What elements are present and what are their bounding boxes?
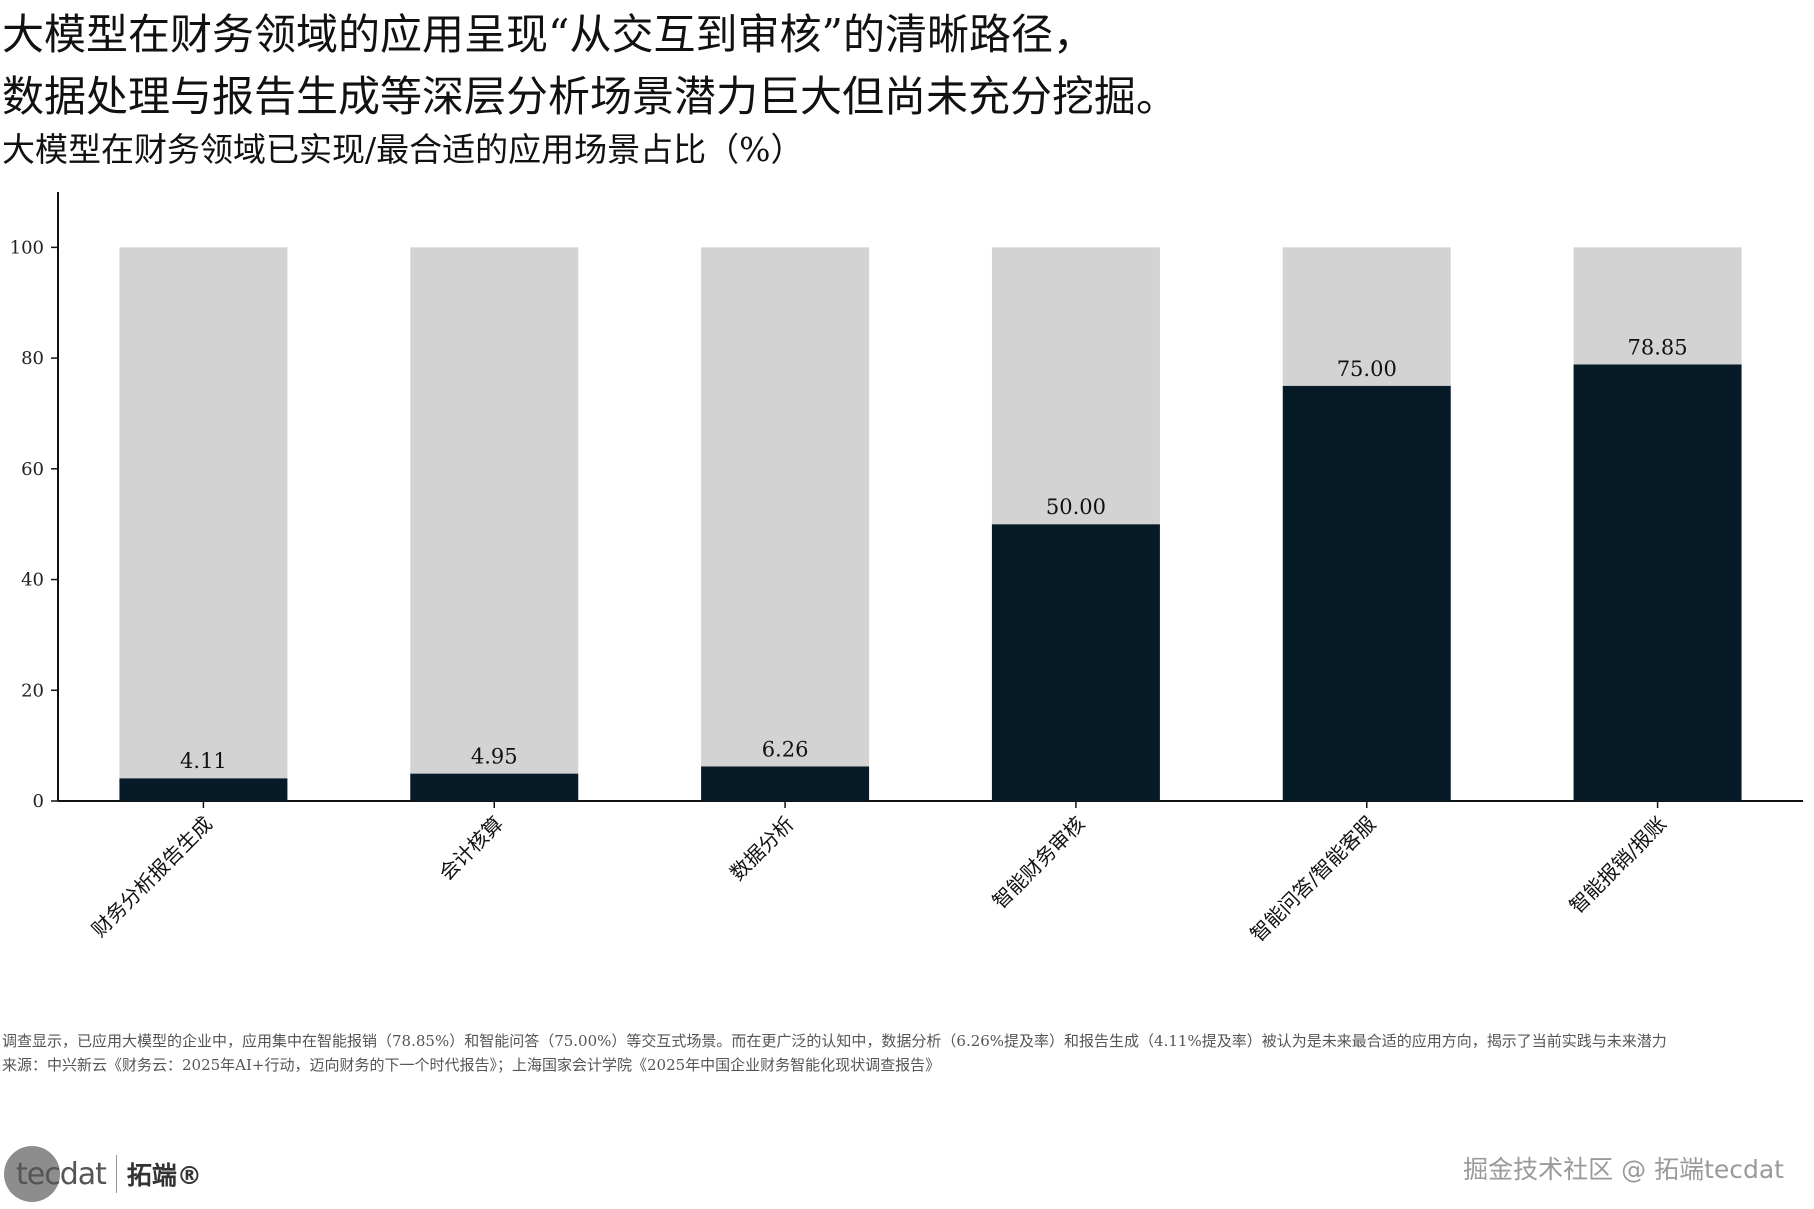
bar-achieved-segment xyxy=(410,773,579,801)
bar-achieved-segment xyxy=(119,778,288,801)
bar-value-label: 4.11 xyxy=(180,749,227,773)
bar-achieved-segment xyxy=(991,524,1160,801)
bar-achieved-segment xyxy=(1573,364,1742,801)
x-category-label: 智能报销/报账 xyxy=(1565,812,1672,919)
bar-value-label: 4.95 xyxy=(471,745,518,769)
x-category-label: 数据分析 xyxy=(725,812,799,886)
bar-value-label: 50.00 xyxy=(1046,495,1106,519)
logo-text: tecdat xyxy=(16,1156,107,1192)
y-tick-label: 40 xyxy=(21,570,44,591)
bar-remaining-segment xyxy=(1573,247,1742,365)
y-tick-label: 100 xyxy=(10,237,44,258)
bar-achieved-segment xyxy=(701,766,870,801)
x-category-label: 财务分析报告生成 xyxy=(87,812,217,942)
bar-remaining-segment xyxy=(410,247,579,774)
x-category-label: 会计核算 xyxy=(434,812,508,886)
x-category-label: 智能财务审核 xyxy=(988,812,1090,914)
footnote-source: 来源：中兴新云《财务云：2025年AI+行动，迈向财务的下一个时代报告》；上海国… xyxy=(2,1056,941,1074)
bar-remaining-segment xyxy=(119,247,288,779)
logo-divider xyxy=(115,1155,117,1193)
headline: 大模型在财务领域的应用呈现“从交互到审核”的清晰路径， 数据处理与报告生成等深层… xyxy=(2,4,1178,128)
bar-value-label: 78.85 xyxy=(1628,335,1688,359)
brand-logo: tecdat 拓端® xyxy=(4,1146,202,1202)
bar-remaining-segment xyxy=(1282,247,1451,386)
footnote-summary: 调查显示，已应用大模型的企业中，应用集中在智能报销（78.85%）和智能问答（7… xyxy=(2,1032,1667,1050)
bar-value-label: 75.00 xyxy=(1337,357,1397,381)
bar-achieved-segment xyxy=(1282,385,1451,801)
stacked-bar-chart: 0 20 40 60 80 100 4.11 财务分析报告生成 4.95 会计核算 6.26 数据分析… xyxy=(10,192,1803,947)
bar-remaining-segment xyxy=(991,247,1160,525)
logo-chinese-name: 拓端® xyxy=(126,1161,202,1190)
headline-line-1: 大模型在财务领域的应用呈现“从交互到审核”的清晰路径， xyxy=(2,10,1095,59)
bar-value-label: 6.26 xyxy=(762,737,809,761)
y-tick-label: 20 xyxy=(21,680,44,701)
bar-remaining-segment xyxy=(701,247,870,767)
y-tick-label: 60 xyxy=(21,459,44,480)
y-tick-label: 80 xyxy=(21,348,44,369)
headline-line-2: 数据处理与报告生成等深层分析场景潜力巨大但尚未充分挖掘。 xyxy=(2,72,1179,121)
y-tick-label: 0 xyxy=(33,791,44,812)
chart-subtitle: 大模型在财务领域已实现/最合适的应用场景占比（%） xyxy=(2,130,804,169)
watermark: 掘金技术社区 @ 拓端tecdat xyxy=(1463,1155,1784,1184)
logo-circle xyxy=(4,1146,60,1202)
x-category-label: 智能问答/智能客服 xyxy=(1245,812,1380,947)
